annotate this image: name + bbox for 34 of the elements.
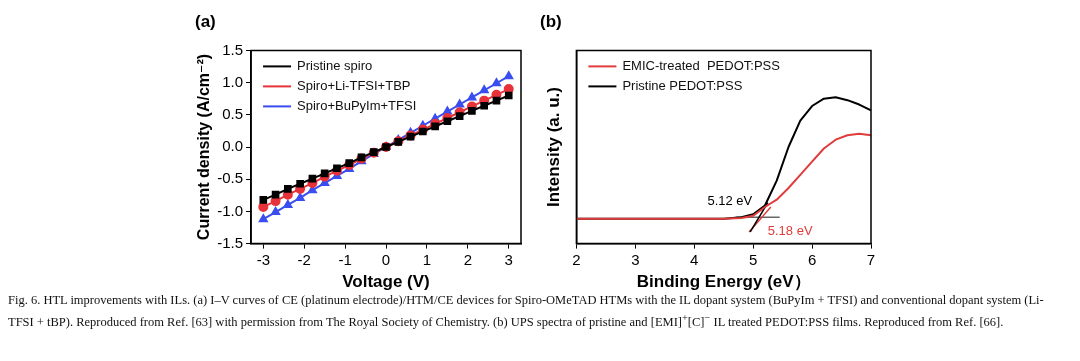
x-tick-label: 2 bbox=[463, 250, 472, 268]
y-tick-label: -1.5 bbox=[217, 233, 244, 251]
y-tick-label: -1.0 bbox=[217, 201, 244, 219]
x-axis-title: Binding Energy (eV） bbox=[636, 272, 811, 292]
annotation: 5.12 eV bbox=[707, 192, 753, 208]
x-tick-label: 5 bbox=[748, 250, 758, 268]
annotation: 5.18 eV bbox=[767, 222, 813, 238]
x-tick-label: 4 bbox=[690, 250, 699, 268]
x-tick-label: 2 bbox=[572, 250, 581, 268]
y-axis-title: Current density (A/cm⁻²) bbox=[195, 53, 213, 241]
y-axis-title: Intensity (a. u.) bbox=[543, 87, 563, 207]
x-tick-label: -3 bbox=[256, 250, 270, 268]
x-tick-label: 1 bbox=[422, 250, 432, 268]
y-tick-label: -0.5 bbox=[217, 169, 244, 187]
y-tick-label: 1.0 bbox=[222, 72, 244, 90]
x-tick-label: 3 bbox=[504, 250, 513, 268]
legend-label: Spiro+BuPyIm+TFSI bbox=[297, 97, 417, 113]
x-tick-label: 3 bbox=[631, 250, 640, 268]
x-tick-label: 0 bbox=[381, 250, 391, 268]
legend-label: Pristine PEDOT:PSS bbox=[622, 77, 743, 93]
x-tick-label: -2 bbox=[297, 250, 311, 268]
x-tick-label: 6 bbox=[807, 250, 817, 268]
caption: Fig. 6. HTL improvements with ILs. (a) I–V curves of CE (platinum electrode)/HTM/CE devices for Spiro-OMeTAD HTMs with the IL dopant system (BuPyIm + TFSI) and conventional dopant system (Li-TFSI + tBP). Reproduced from Ref. [63] with permission from The Royal Society of Chemistry. (b) UPS spectra of pristine and [EMI]$^{+}$[C]$^{−}$ IL treated PEDOT:PSS films. Reproduced from Ref. [66]. bbox=[8, 292, 1045, 332]
x-tick-label: -1 bbox=[338, 250, 352, 268]
chart-title: (b) bbox=[540, 11, 562, 31]
y-tick-label: 1.5 bbox=[222, 40, 244, 58]
chart-title: (a) bbox=[195, 11, 216, 31]
legend-label: Spiro+Li-TFSI+TBP bbox=[297, 77, 411, 93]
x-axis-title: Voltage (V) bbox=[342, 272, 430, 292]
y-tick-label: 0.0 bbox=[222, 137, 244, 155]
legend-label: Pristine spiro bbox=[297, 57, 373, 73]
legend-label: EMIC-treated PEDOT:PSS bbox=[622, 57, 781, 73]
y-tick-label: 0.5 bbox=[222, 104, 244, 122]
x-tick-label: 7 bbox=[866, 250, 876, 268]
